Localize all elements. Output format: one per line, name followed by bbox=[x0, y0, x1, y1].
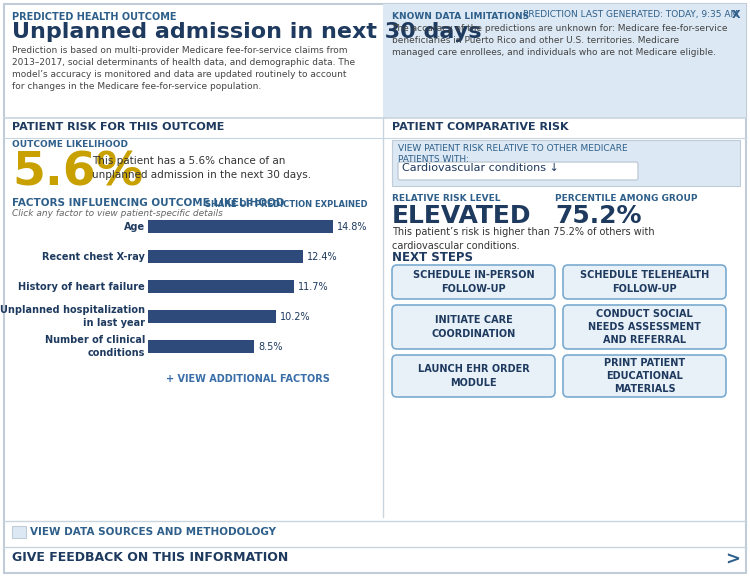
Bar bbox=[148, 280, 294, 293]
Text: >: > bbox=[725, 551, 740, 569]
Bar bbox=[383, 4, 746, 118]
Text: X: X bbox=[731, 10, 740, 20]
Text: INITIATE CARE
COORDINATION: INITIATE CARE COORDINATION bbox=[431, 316, 516, 339]
Text: CONDUCT SOCIAL
NEEDS ASSESSMENT
AND REFERRAL: CONDUCT SOCIAL NEEDS ASSESSMENT AND REFE… bbox=[588, 309, 701, 345]
FancyBboxPatch shape bbox=[392, 265, 555, 299]
Text: The accuracy of the predictions are unknown for: Medicare fee-for-service
benefi: The accuracy of the predictions are unkn… bbox=[392, 24, 728, 57]
Text: PERCENTILE AMONG GROUP: PERCENTILE AMONG GROUP bbox=[555, 194, 698, 203]
Text: Click any factor to view patient-specific details: Click any factor to view patient-specifi… bbox=[12, 209, 223, 218]
Text: Unplanned hospitalization
in last year: Unplanned hospitalization in last year bbox=[0, 305, 145, 328]
Text: + VIEW ADDITIONAL FACTORS: + VIEW ADDITIONAL FACTORS bbox=[166, 374, 330, 384]
Text: KNOWN DATA LIMITATIONS: KNOWN DATA LIMITATIONS bbox=[392, 12, 530, 21]
Text: This patient’s risk is higher than 75.2% of others with
cardiovascular condition: This patient’s risk is higher than 75.2%… bbox=[392, 227, 655, 250]
FancyBboxPatch shape bbox=[563, 355, 726, 397]
Text: RELATIVE RISK LEVEL: RELATIVE RISK LEVEL bbox=[392, 194, 500, 203]
Bar bbox=[148, 340, 254, 353]
Text: Prediction is based on multi-provider Medicare fee-for-service claims from
2013–: Prediction is based on multi-provider Me… bbox=[12, 46, 356, 91]
Bar bbox=[392, 140, 740, 186]
Text: PATIENT RISK FOR THIS OUTCOME: PATIENT RISK FOR THIS OUTCOME bbox=[12, 122, 224, 132]
Text: SHARE OF PREDICTION EXPLAINED: SHARE OF PREDICTION EXPLAINED bbox=[206, 200, 368, 209]
Text: This patient has a 5.6% chance of an
unplanned admission in the next 30 days.: This patient has a 5.6% chance of an unp… bbox=[92, 156, 311, 180]
Text: OUTCOME LIKELIHOOD: OUTCOME LIKELIHOOD bbox=[12, 140, 128, 149]
Text: NEXT STEPS: NEXT STEPS bbox=[392, 251, 473, 264]
FancyBboxPatch shape bbox=[563, 265, 726, 299]
Text: 8.5%: 8.5% bbox=[258, 342, 283, 351]
Text: Age: Age bbox=[124, 222, 145, 231]
Text: 11.7%: 11.7% bbox=[298, 282, 328, 291]
FancyBboxPatch shape bbox=[563, 305, 726, 349]
Text: History of heart failure: History of heart failure bbox=[18, 282, 145, 291]
Text: VIEW PATIENT RISK RELATIVE TO OTHER MEDICARE
PATIENTS WITH:: VIEW PATIENT RISK RELATIVE TO OTHER MEDI… bbox=[398, 144, 628, 164]
FancyBboxPatch shape bbox=[392, 305, 555, 349]
Text: 5.6%: 5.6% bbox=[12, 150, 143, 195]
Text: Unplanned admission in next 30 days: Unplanned admission in next 30 days bbox=[12, 22, 482, 42]
Bar bbox=[148, 310, 275, 323]
Text: Number of clinical
conditions: Number of clinical conditions bbox=[45, 335, 145, 358]
Text: 12.4%: 12.4% bbox=[307, 252, 338, 261]
FancyBboxPatch shape bbox=[398, 162, 638, 180]
Text: FACTORS INFLUENCING OUTCOME LIKELIHOOD: FACTORS INFLUENCING OUTCOME LIKELIHOOD bbox=[12, 198, 284, 208]
Text: SCHEDULE IN-PERSON
FOLLOW-UP: SCHEDULE IN-PERSON FOLLOW-UP bbox=[413, 271, 534, 294]
Text: VIEW DATA SOURCES AND METHODOLOGY: VIEW DATA SOURCES AND METHODOLOGY bbox=[30, 527, 276, 537]
Text: GIVE FEEDBACK ON THIS INFORMATION: GIVE FEEDBACK ON THIS INFORMATION bbox=[12, 551, 288, 564]
Text: PREDICTED HEALTH OUTCOME: PREDICTED HEALTH OUTCOME bbox=[12, 12, 176, 22]
FancyBboxPatch shape bbox=[392, 355, 555, 397]
Text: SCHEDULE TELEHEALTH
FOLLOW-UP: SCHEDULE TELEHEALTH FOLLOW-UP bbox=[580, 271, 710, 294]
Text: 75.2%: 75.2% bbox=[555, 204, 641, 228]
Bar bbox=[148, 250, 303, 263]
Text: ELEVATED: ELEVATED bbox=[392, 204, 532, 228]
Text: PATIENT COMPARATIVE RISK: PATIENT COMPARATIVE RISK bbox=[392, 122, 568, 132]
Text: 14.8%: 14.8% bbox=[337, 222, 368, 231]
Text: LAUNCH EHR ORDER
MODULE: LAUNCH EHR ORDER MODULE bbox=[418, 365, 530, 388]
Text: PRINT PATIENT
EDUCATIONAL
MATERIALS: PRINT PATIENT EDUCATIONAL MATERIALS bbox=[604, 358, 685, 394]
Text: Cardiovascular conditions ↓: Cardiovascular conditions ↓ bbox=[402, 163, 559, 173]
Text: PREDICTION LAST GENERATED: TODAY, 9:35 AM: PREDICTION LAST GENERATED: TODAY, 9:35 A… bbox=[523, 10, 738, 19]
Text: 10.2%: 10.2% bbox=[280, 312, 310, 321]
Bar bbox=[148, 220, 333, 233]
Text: Recent chest X-ray: Recent chest X-ray bbox=[42, 252, 145, 261]
Bar bbox=[12, 526, 26, 538]
